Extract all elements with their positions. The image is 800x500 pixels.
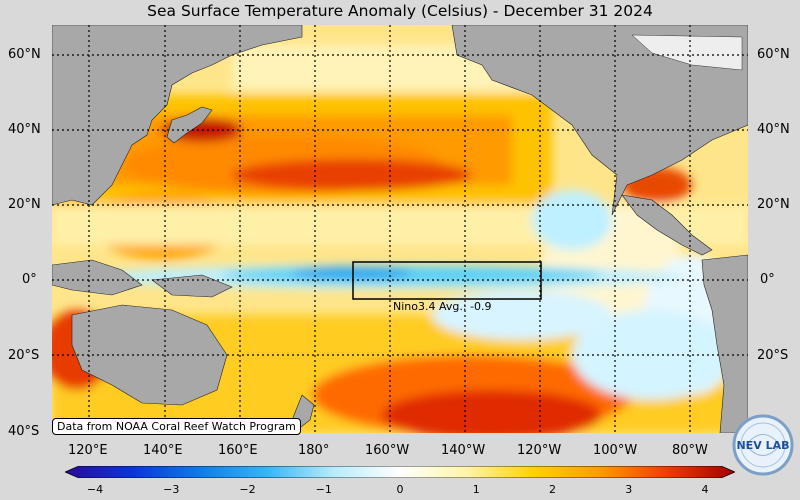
lat-label-left-60n: 60°N [8, 47, 41, 62]
colorbar-tick-label: −3 [163, 483, 180, 496]
sst-anomaly-map [52, 25, 748, 433]
colorbar-tick-label: 4 [701, 483, 709, 496]
lat-label-right-0: 0° [760, 272, 775, 287]
graticule [52, 25, 748, 433]
lon-label-100w: 100°W [593, 443, 638, 458]
lon-label-160e: 160°E [218, 443, 258, 458]
colorbar-tick-label: 0 [396, 483, 404, 496]
lat-label-right-40n: 40°N [757, 122, 790, 137]
colorbar-tick-label: −2 [239, 483, 256, 496]
lon-label-140w: 140°W [441, 443, 486, 458]
landmass-indonesia [52, 259, 143, 296]
lon-label-160w: 160°W [365, 443, 410, 458]
lat-label-left-20s: 20°S [8, 348, 40, 363]
lon-label-80w: 80°W [672, 443, 708, 458]
landmass-japan [166, 106, 213, 144]
lat-label-right-20n: 20°N [757, 197, 790, 212]
lon-label-120w: 120°W [517, 443, 562, 458]
nev-lab-logo: NEV LAB [732, 414, 794, 476]
lon-label-180: 180° [298, 443, 330, 458]
colorbar [65, 466, 735, 478]
lat-label-left-40n: 40°N [8, 122, 41, 137]
colorbar-tick-label: −4 [86, 483, 104, 496]
lon-label-140e: 140°E [143, 443, 183, 458]
lat-label-left-20n: 20°N [8, 197, 41, 212]
map-canvas [52, 25, 748, 433]
colorbar-tick-label: 3 [625, 483, 633, 496]
data-credit-label: Data from NOAA Coral Reef Watch Program [52, 418, 301, 435]
colorbar-tick-label: 2 [549, 483, 556, 496]
sea-ice [631, 34, 743, 71]
map-title: Sea Surface Temperature Anomaly (Celsius… [147, 2, 653, 20]
colorbar-tick-label: −1 [315, 483, 332, 496]
lon-label-120e: 120°E [68, 443, 108, 458]
colorbar-tick-label: 1 [472, 483, 480, 496]
lat-label-left-0: 0° [22, 272, 37, 287]
land-masses [52, 25, 748, 433]
logo-text: NEV LAB [737, 439, 790, 452]
nino34-label: Nino3.4 Avg.: -0.9 [393, 300, 492, 313]
landmass-australia [71, 304, 228, 406]
landmass-south-america [701, 254, 748, 433]
nino34-box [352, 261, 542, 300]
landmass-asia [52, 25, 303, 206]
colorbar-ramp [65, 466, 735, 478]
lat-label-left-40s: 40°S [8, 424, 40, 439]
lat-label-right-60n: 60°N [757, 47, 790, 62]
lat-label-right-20s: 20°S [757, 348, 789, 363]
